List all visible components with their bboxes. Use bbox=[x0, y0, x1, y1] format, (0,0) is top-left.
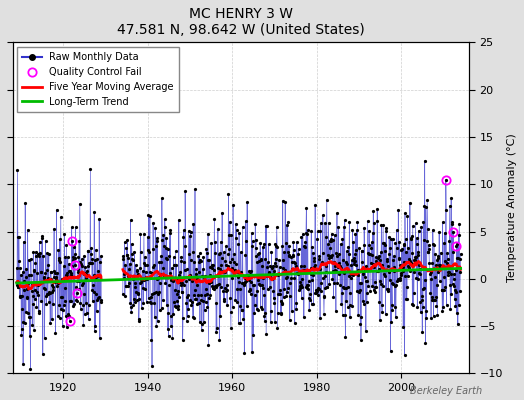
Legend: Raw Monthly Data, Quality Control Fail, Five Year Moving Average, Long-Term Tren: Raw Monthly Data, Quality Control Fail, … bbox=[17, 47, 179, 112]
Title: MC HENRY 3 W
47.581 N, 98.642 W (United States): MC HENRY 3 W 47.581 N, 98.642 W (United … bbox=[117, 7, 365, 37]
Text: Berkeley Earth: Berkeley Earth bbox=[410, 386, 482, 396]
Y-axis label: Temperature Anomaly (°C): Temperature Anomaly (°C) bbox=[507, 134, 517, 282]
